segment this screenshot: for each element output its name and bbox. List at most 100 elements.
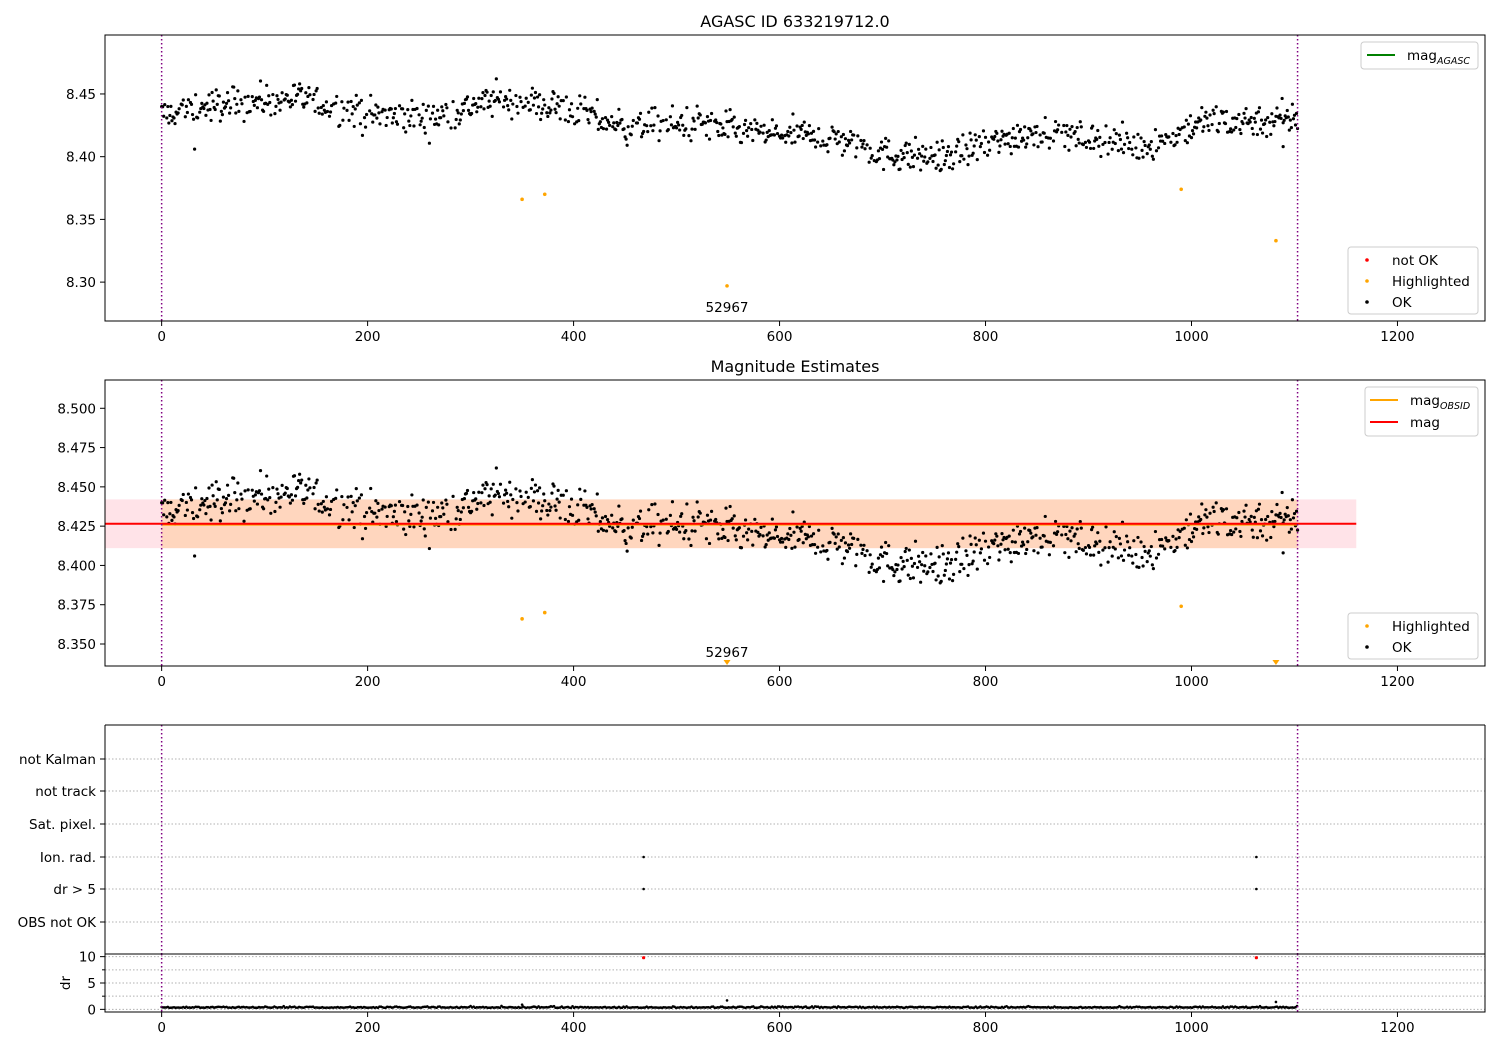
ok-point	[1076, 542, 1080, 546]
ok-point	[1257, 106, 1262, 110]
ok-point	[962, 566, 966, 571]
y-tick-label: 8.500	[57, 401, 96, 417]
ok-point	[417, 113, 421, 117]
ok-point	[1269, 132, 1273, 136]
ok-point	[543, 499, 547, 503]
panel1-frame	[104, 34, 1486, 322]
ok-point	[533, 483, 538, 487]
ok-point	[465, 488, 470, 493]
ok-point	[196, 515, 200, 519]
ok-point	[943, 568, 947, 573]
ok-point	[1270, 112, 1274, 116]
ok-point	[509, 98, 513, 102]
ok-point	[617, 107, 621, 111]
ok-point	[1107, 140, 1111, 145]
ok-point	[338, 123, 342, 127]
ok-point	[526, 495, 530, 499]
ok-point	[1248, 520, 1252, 524]
ok-point	[1060, 130, 1064, 134]
ok-point	[647, 508, 651, 512]
ok-point	[941, 552, 945, 556]
legend-frame	[1347, 246, 1479, 315]
ok-point	[721, 527, 725, 532]
ok-point	[680, 113, 684, 118]
ok-point	[518, 95, 522, 99]
ok-point	[1040, 140, 1044, 144]
ok-point	[1171, 534, 1175, 538]
ok-point	[509, 493, 513, 497]
ok-point	[446, 120, 450, 124]
flag-row-label: Sat. pixel.	[29, 817, 96, 833]
ok-point	[325, 109, 330, 114]
ok-point	[809, 534, 814, 538]
ok-point	[944, 153, 948, 158]
ok-point	[290, 103, 295, 107]
ok-point	[1028, 528, 1032, 533]
ok-point	[799, 127, 803, 131]
ok-point	[1237, 510, 1241, 515]
ok-point	[1242, 111, 1246, 115]
ok-point	[1108, 540, 1112, 544]
ok-point	[191, 516, 196, 521]
ok-point	[1016, 551, 1021, 556]
ok-point	[185, 110, 189, 115]
ok-point	[1259, 518, 1264, 522]
ok-point	[295, 92, 300, 96]
ok-point	[583, 489, 587, 493]
ok-point	[896, 154, 900, 158]
ok-point	[1175, 545, 1179, 550]
ok-point	[1079, 125, 1083, 129]
ok-point	[1258, 127, 1263, 131]
x-tick-label: 400	[561, 1020, 587, 1036]
ok-point	[1142, 544, 1146, 549]
ok-point	[964, 143, 968, 147]
ok-point	[224, 101, 229, 105]
ok-point	[1188, 512, 1193, 516]
ok-point	[359, 98, 364, 102]
ok-point	[1202, 526, 1206, 530]
ok-point	[1289, 126, 1293, 130]
ok-point	[1290, 498, 1295, 502]
ok-point	[603, 116, 608, 120]
ok-point	[1189, 539, 1194, 544]
ok-point	[536, 501, 541, 505]
ok-point	[955, 550, 959, 554]
ok-point	[1031, 535, 1035, 539]
ok-point	[775, 132, 780, 136]
ok-point	[355, 103, 359, 107]
ok-point	[802, 120, 806, 124]
ok-point	[545, 111, 549, 115]
ok-point	[199, 503, 203, 507]
legend-label: magOBSID	[1410, 393, 1470, 412]
ok-point	[1007, 534, 1011, 538]
ok-point	[424, 108, 428, 112]
ok-point	[1077, 546, 1081, 550]
ok-point	[304, 91, 308, 95]
ok-point	[334, 101, 338, 105]
ok-point	[1023, 526, 1027, 530]
ok-point	[1025, 547, 1029, 552]
ok-point	[850, 542, 854, 547]
ok-point	[556, 95, 560, 99]
ok-point	[557, 500, 561, 504]
ok-point	[852, 536, 856, 540]
ok-point	[162, 513, 166, 517]
ok-point	[876, 149, 881, 153]
ok-point	[1065, 123, 1069, 128]
ok-point	[631, 518, 635, 522]
ok-point	[563, 517, 567, 522]
ok-point	[280, 483, 284, 487]
ok-point	[1095, 137, 1099, 141]
ok-point	[535, 489, 540, 493]
ok-point	[623, 539, 627, 543]
ok-point	[524, 490, 528, 494]
ok-point	[1008, 551, 1012, 555]
flag-point	[1255, 887, 1258, 891]
ok-point	[1188, 114, 1193, 118]
ok-point	[345, 108, 349, 112]
ok-point	[1139, 136, 1143, 140]
ok-point	[705, 115, 710, 119]
ok-point	[734, 134, 738, 138]
ok-point	[687, 537, 691, 541]
